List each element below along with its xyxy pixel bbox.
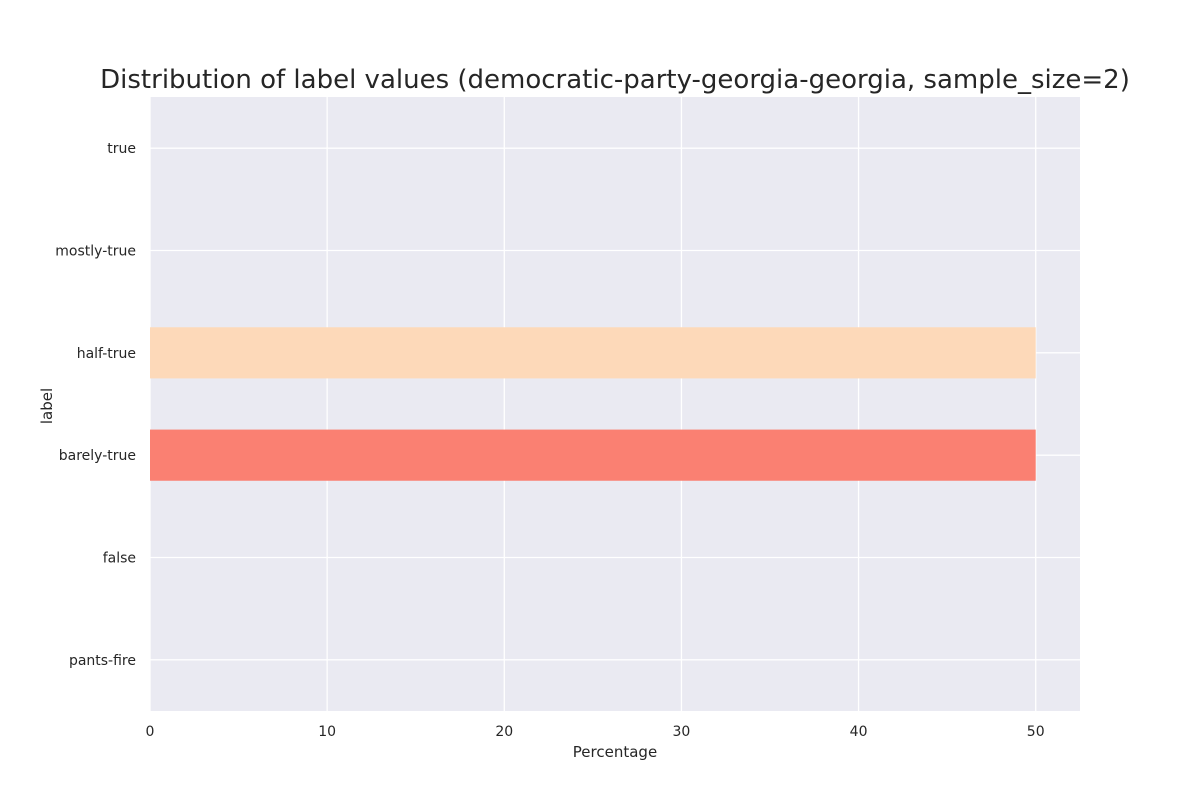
y-tick-label: pants-fire [69, 653, 136, 669]
y-tick-label: true [107, 141, 136, 157]
x-tick-labels: 0 10 20 30 40 50 [146, 724, 1045, 740]
y-tick-label: false [103, 551, 136, 567]
x-tick-label: 40 [850, 724, 868, 740]
bar-half-true [150, 327, 1036, 379]
y-axis-label: label [38, 388, 56, 424]
x-tick-label: 0 [146, 724, 155, 740]
x-tick-label: 30 [673, 724, 691, 740]
y-tick-label: half-true [77, 346, 136, 362]
y-tick-label: mostly-true [55, 244, 136, 260]
bars [150, 327, 1036, 481]
x-tick-label: 10 [318, 724, 336, 740]
chart-title: Distribution of label values (democratic… [100, 65, 1130, 95]
x-axis-label: Percentage [573, 743, 657, 761]
y-tick-label: barely-true [59, 448, 136, 464]
x-tick-label: 20 [495, 724, 513, 740]
y-tick-labels: true mostly-true half-true barely-true false… [55, 141, 136, 669]
bar-barely-true [150, 429, 1036, 481]
x-tick-label: 50 [1027, 724, 1045, 740]
plot-area [150, 97, 1080, 711]
